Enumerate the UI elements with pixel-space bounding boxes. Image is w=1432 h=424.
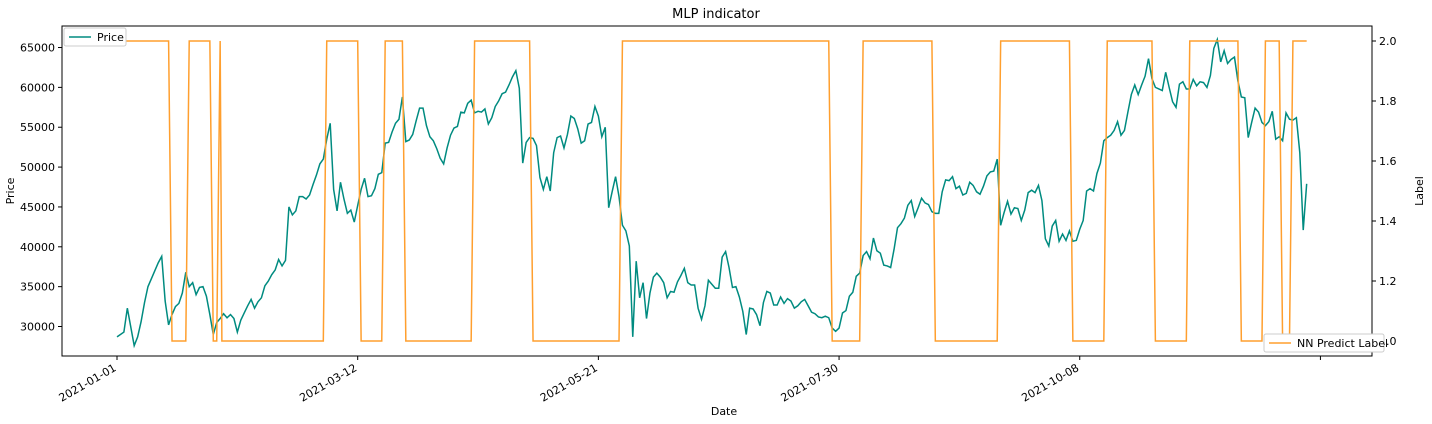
x-tick-label: 2021-10-08	[1019, 361, 1081, 404]
y-axis-left-label: Price	[4, 177, 17, 204]
x-axis: 2021-01-01 2021-03-12 2021-05-21 2021-07-30…	[57, 356, 1321, 405]
y-left-tick-label: 60000	[20, 81, 55, 94]
y-left-tick-label: 55000	[20, 121, 55, 134]
y-left-tick-label: 45000	[20, 201, 55, 214]
x-tick-label: 2021-01-01	[57, 361, 119, 404]
y-axis-right-label: Label	[1413, 176, 1426, 206]
x-tick-label: 2021-05-21	[538, 361, 600, 404]
x-axis-label: Date	[711, 405, 738, 418]
y-left-tick-label: 30000	[20, 321, 55, 334]
y-left-tick-label: 65000	[20, 42, 55, 55]
legend-label-label: NN Predict Label	[1297, 337, 1388, 350]
legend-label: NN Predict Label	[1263, 333, 1388, 353]
price-series	[116, 36, 1308, 349]
label-series	[117, 40, 1307, 342]
chart-title: MLP indicator	[672, 7, 760, 22]
y-right-tick-label: 1.8	[1379, 95, 1397, 108]
y-right-tick-label: 1.4	[1379, 215, 1397, 228]
label-line	[117, 40, 1307, 342]
y-left-tick-label: 40000	[20, 241, 55, 254]
y-right-tick-label: 2.0	[1379, 35, 1397, 48]
x-tick-label: 2021-07-30	[779, 361, 841, 404]
y-left-tick-label: 35000	[20, 281, 55, 294]
legend-price: Price	[63, 27, 127, 47]
y-axis-right: 1.01.21.41.61.82.0	[1372, 35, 1397, 348]
price-line	[116, 36, 1308, 349]
legend-price-label: Price	[97, 31, 124, 44]
y-left-tick-label: 50000	[20, 161, 55, 174]
y-axis-left: 30000 35000 40000 45000 50000 55000 60000 65000	[20, 42, 62, 334]
plot-frame	[61, 25, 1373, 357]
y-right-tick-label: 1.6	[1379, 155, 1397, 168]
y-right-tick-label: 1.2	[1379, 275, 1397, 288]
x-tick-label: 2021-03-12	[297, 361, 359, 404]
